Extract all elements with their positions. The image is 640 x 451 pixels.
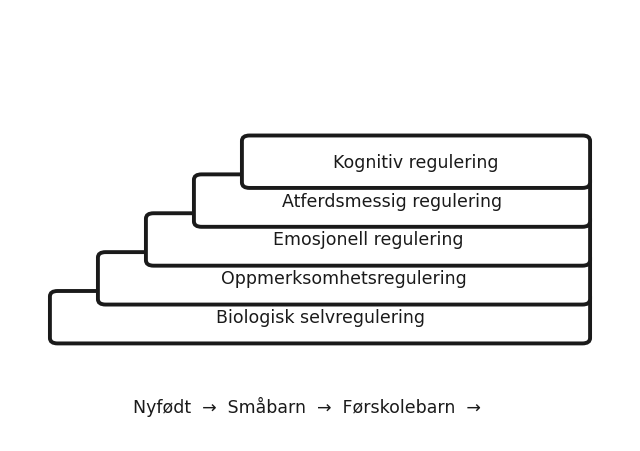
FancyBboxPatch shape <box>98 253 590 305</box>
Text: Atferdsmessig regulering: Atferdsmessig regulering <box>282 192 502 210</box>
Text: Emosjonell regulering: Emosjonell regulering <box>273 231 463 249</box>
Text: Nyfødt  →  Småbarn  →  Førskolebarn  →: Nyfødt → Småbarn → Førskolebarn → <box>133 396 481 416</box>
FancyBboxPatch shape <box>194 175 590 227</box>
FancyBboxPatch shape <box>146 214 590 266</box>
Text: Biologisk selvregulering: Biologisk selvregulering <box>216 308 424 327</box>
Text: Kognitiv regulering: Kognitiv regulering <box>333 153 499 171</box>
FancyBboxPatch shape <box>50 291 590 344</box>
FancyBboxPatch shape <box>242 136 590 189</box>
Text: Oppmerksomhetsregulering: Oppmerksomhetsregulering <box>221 270 467 288</box>
